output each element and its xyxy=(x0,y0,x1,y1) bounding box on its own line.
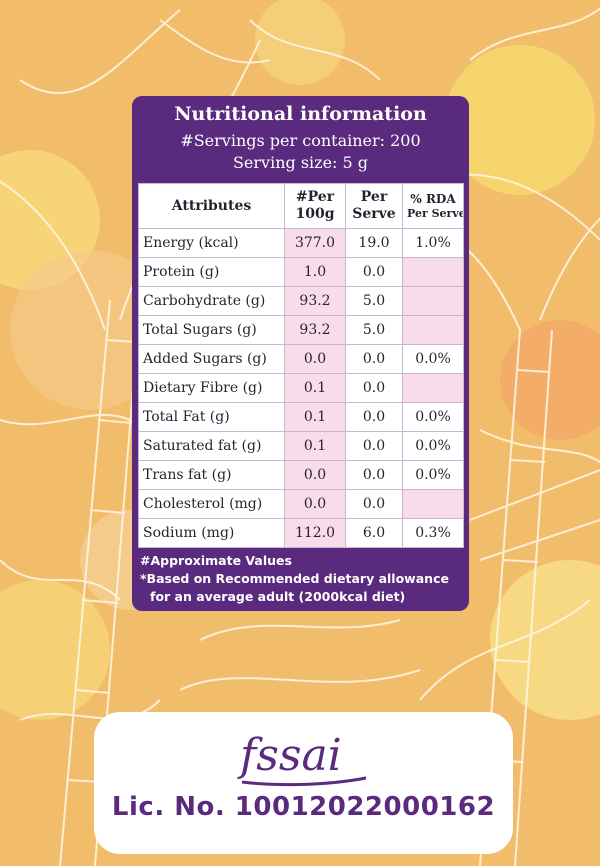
footnote-rda-2: for an average adult (2000kcal diet) xyxy=(150,589,406,604)
table-row: Cholesterol (mg) 0.0 0.0 xyxy=(138,489,464,519)
row-per-serve: 5.0 xyxy=(345,315,403,345)
row-per-100g: 1.0 xyxy=(284,257,346,287)
header-per-100g: #Per 100g xyxy=(284,183,346,229)
row-rda xyxy=(402,373,464,403)
row-rda xyxy=(402,489,464,519)
row-name: Saturated fat (g) xyxy=(138,431,285,461)
row-name: Total Sugars (g) xyxy=(138,315,285,345)
header-per-serve: Per Serve xyxy=(345,183,403,229)
header-rda: % RDA Per Serve* xyxy=(402,183,464,229)
row-name: Added Sugars (g) xyxy=(138,344,285,374)
row-per-100g: 0.1 xyxy=(284,431,346,461)
table-row: Added Sugars (g) 0.0 0.0 0.0% xyxy=(138,344,464,374)
row-per-100g: 0.0 xyxy=(284,344,346,374)
nutrition-panel: Nutritional information #Servings per co… xyxy=(132,96,469,611)
row-name: Sodium (mg) xyxy=(138,518,285,548)
table-row: Dietary Fibre (g) 0.1 0.0 xyxy=(138,373,464,403)
row-per-100g: 0.0 xyxy=(284,460,346,490)
row-per-100g: 377.0 xyxy=(284,228,346,258)
header-per-serve-line2: Serve xyxy=(352,206,396,222)
row-per-serve: 0.0 xyxy=(345,460,403,490)
row-name: Dietary Fibre (g) xyxy=(138,373,285,403)
row-per-100g: 0.1 xyxy=(284,402,346,432)
row-per-100g: 112.0 xyxy=(284,518,346,548)
table-row: Energy (kcal) 377.0 19.0 1.0% xyxy=(138,228,464,258)
row-per-100g: 0.1 xyxy=(284,373,346,403)
table-header-row: Attributes #Per 100g Per Serve % RDA Per… xyxy=(138,183,464,229)
row-rda: 0.0% xyxy=(402,402,464,432)
row-name: Protein (g) xyxy=(138,257,285,287)
row-rda: 0.0% xyxy=(402,344,464,374)
row-name: Trans fat (g) xyxy=(138,460,285,490)
footnote-rda-1: *Based on Recommended dietary allowance xyxy=(140,571,449,586)
row-per-serve: 19.0 xyxy=(345,228,403,258)
table-row: Total Fat (g) 0.1 0.0 0.0% xyxy=(138,402,464,432)
footnote-approx: #Approximate Values xyxy=(140,553,292,568)
table-row: Trans fat (g) 0.0 0.0 0.0% xyxy=(138,460,464,490)
fssai-logo: fssai xyxy=(237,732,367,787)
row-per-serve: 6.0 xyxy=(345,518,403,548)
fssai-logo-text: fssai xyxy=(237,732,342,781)
fssai-license-box: fssai Lic. No. 10012022000162 xyxy=(94,712,513,854)
header-attributes: Attributes xyxy=(138,183,285,229)
row-rda: 0.0% xyxy=(402,460,464,490)
header-per-100g-line1: #Per xyxy=(295,189,335,205)
row-per-serve: 0.0 xyxy=(345,257,403,287)
row-name: Cholesterol (mg) xyxy=(138,489,285,519)
row-per-serve: 0.0 xyxy=(345,489,403,519)
nutrition-table: Attributes #Per 100g Per Serve % RDA Per… xyxy=(138,183,464,548)
header-per-serve-line1: Per xyxy=(360,189,388,205)
table-row: Carbohydrate (g) 93.2 5.0 xyxy=(138,286,464,316)
row-name: Carbohydrate (g) xyxy=(138,286,285,316)
table-row: Sodium (mg) 112.0 6.0 0.3% xyxy=(138,518,464,548)
header-rda-line2: Per Serve* xyxy=(407,207,463,220)
row-per-serve: 0.0 xyxy=(345,373,403,403)
license-number: Lic. No. 10012022000162 xyxy=(111,792,496,822)
row-rda: 0.3% xyxy=(402,518,464,548)
row-rda: 1.0% xyxy=(402,228,464,258)
header-per-100g-line2: 100g xyxy=(295,206,335,222)
table-row: Saturated fat (g) 0.1 0.0 0.0% xyxy=(138,431,464,461)
row-per-100g: 93.2 xyxy=(284,315,346,345)
row-name: Total Fat (g) xyxy=(138,402,285,432)
row-per-serve: 0.0 xyxy=(345,344,403,374)
row-per-serve: 0.0 xyxy=(345,402,403,432)
row-rda xyxy=(402,257,464,287)
row-per-serve: 0.0 xyxy=(345,431,403,461)
row-per-serve: 5.0 xyxy=(345,286,403,316)
serving-size: Serving size: 5 g xyxy=(232,153,369,172)
header-rda-line1: % RDA xyxy=(410,192,456,206)
row-rda xyxy=(402,315,464,345)
row-rda xyxy=(402,286,464,316)
row-name: Energy (kcal) xyxy=(138,228,285,258)
row-per-100g: 93.2 xyxy=(284,286,346,316)
table-row: Total Sugars (g) 93.2 5.0 xyxy=(138,315,464,345)
row-rda: 0.0% xyxy=(402,431,464,461)
servings-per-container: #Servings per container: 200 xyxy=(180,131,421,150)
table-row: Protein (g) 1.0 0.0 xyxy=(138,257,464,287)
row-per-100g: 0.0 xyxy=(284,489,346,519)
panel-title: Nutritional information xyxy=(174,103,427,125)
